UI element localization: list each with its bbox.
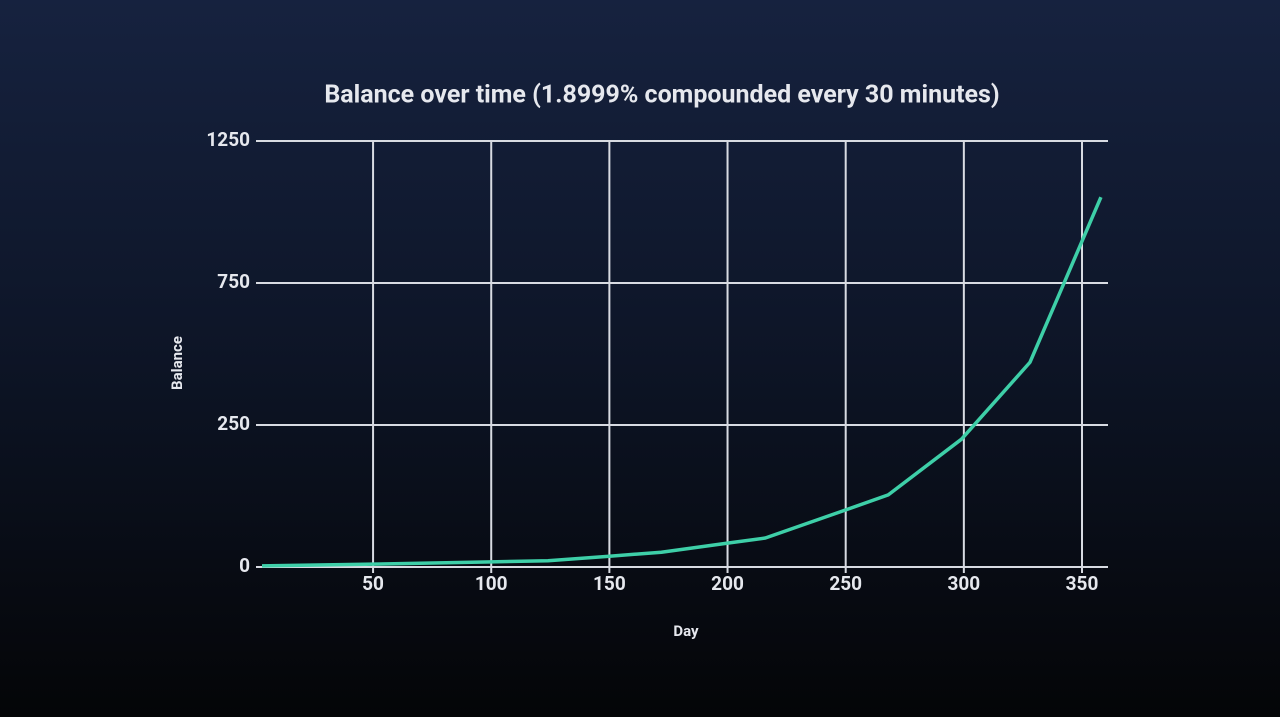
x-tick-label: 150 [593, 572, 626, 595]
x-tick-label: 100 [475, 572, 508, 595]
y-tick-label: 250 [217, 412, 250, 435]
y-tick-label: 750 [217, 270, 250, 293]
x-tick-label: 350 [1066, 572, 1099, 595]
y-tick-label: 0 [239, 554, 250, 577]
x-tick-label: 200 [711, 572, 744, 595]
x-tick-label: 300 [947, 572, 980, 595]
data-line [261, 196, 1103, 568]
y-tick-label: 1250 [206, 128, 250, 151]
y-axis-label: Balance [168, 336, 186, 390]
chart-title: Balance over time (1.8999% compounded ev… [324, 81, 999, 110]
x-tick-label: 250 [829, 572, 862, 595]
x-axis-label: Day [673, 622, 699, 640]
x-tick-label: 50 [362, 572, 384, 595]
